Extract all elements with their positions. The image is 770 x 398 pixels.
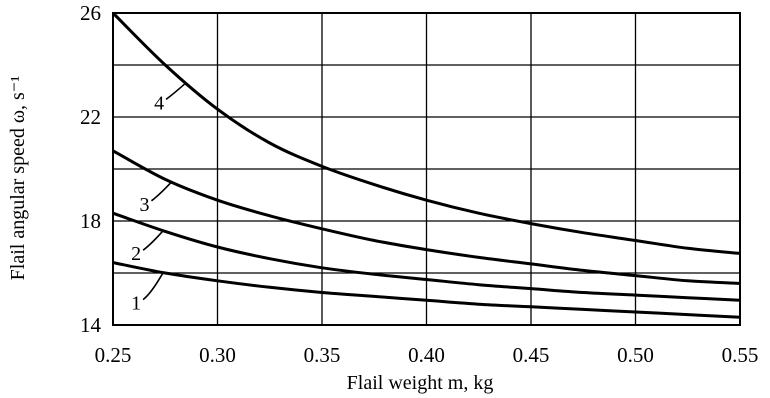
series-leader-4: [165, 82, 187, 101]
grid: [112, 13, 741, 325]
series-leader-2: [142, 230, 164, 251]
x-tick-label: 0.55: [722, 343, 759, 367]
x-tick-label: 0.30: [199, 343, 236, 367]
x-tick-label: 0.50: [617, 343, 654, 367]
series-label-2: 2: [131, 243, 141, 265]
x-tick-label: 0.45: [513, 343, 550, 367]
series-line-3: [112, 149, 741, 285]
series-label-3: 3: [139, 194, 149, 216]
series-label-4: 4: [154, 92, 164, 114]
plot-frame: [112, 12, 741, 326]
x-tick-labels: 0.25 0.30 0.35 0.40 0.45 0.50 0.55: [95, 343, 759, 367]
curves: [111, 11, 741, 319]
series-line-2: [112, 211, 741, 302]
series-leader-1: [142, 272, 164, 301]
y-tick-label: 22: [80, 105, 101, 129]
y-tick-label: 26: [80, 1, 101, 25]
x-tick-label: 0.35: [304, 343, 341, 367]
curve-labels: 1 2 3 4: [131, 82, 187, 315]
series-line-1: [112, 261, 741, 319]
y-tick-labels: 14 18 22 26: [80, 1, 102, 337]
series-label-1: 1: [131, 293, 141, 315]
y-axis-title: Flail angular speed ω, s⁻¹: [7, 76, 29, 281]
x-axis-title: Flail weight m, kg: [347, 372, 494, 394]
x-tick-label: 0.40: [408, 343, 445, 367]
x-tick-label: 0.25: [95, 343, 132, 367]
y-tick-label: 18: [80, 209, 101, 233]
y-tick-label: 14: [80, 313, 102, 337]
series-leader-3: [150, 181, 173, 202]
series-line-4: [111, 11, 741, 255]
